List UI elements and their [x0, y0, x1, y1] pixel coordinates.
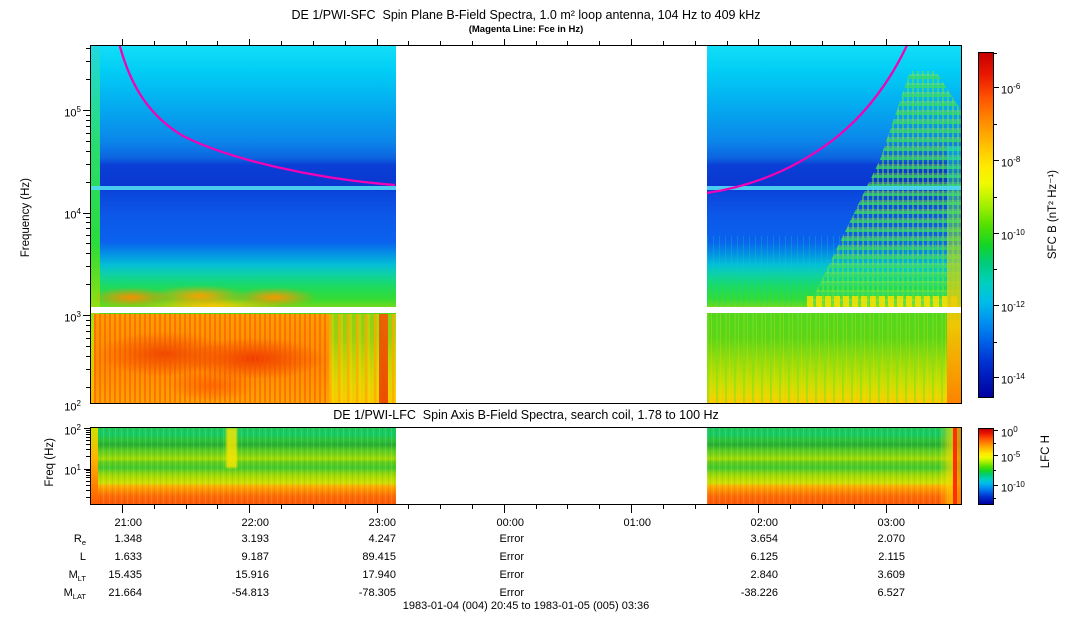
sfc-ytick-1e2: 102: [64, 399, 81, 414]
cyan-band-16khz: [707, 186, 961, 190]
ephemeris-value: 2.070: [877, 533, 905, 545]
red-column: [953, 428, 957, 504]
row-label-mlat: MLAT: [63, 587, 86, 601]
page-title: DE 1/PWI-SFC Spin Plane B-Field Spectra,…: [291, 8, 761, 22]
page-subtitle: (Magenta Line: Fce in Hz): [468, 24, 584, 35]
sfc-cbar-tick-1e-10: 10-10: [1001, 228, 1025, 243]
sfc-yaxis-label: Frequency (Hz): [20, 178, 32, 258]
fce-line-overlay: [118, 46, 908, 195]
emission-blobs: [97, 282, 325, 310]
yellow-band: [807, 296, 957, 308]
lfc-cbar-tick-1e0: 100: [1001, 425, 1018, 440]
row-label-mlt: MLT: [68, 569, 86, 583]
ephemeris-value: -78.305: [358, 587, 396, 599]
ephemeris-value: 89.415: [362, 551, 396, 563]
column-texture: [707, 428, 961, 504]
column-texture: [91, 428, 396, 504]
sfc-colorbar-label: SFC B (nT² Hz⁻¹): [1047, 170, 1059, 260]
ephemeris-value: Error: [499, 533, 524, 545]
ephemeris-value: -54.813: [231, 587, 269, 599]
lfc-data-segment-right: [707, 428, 961, 504]
lfc-colorbar: [978, 428, 994, 505]
row-label-l: L: [79, 551, 86, 563]
ephemeris-value: 17.940: [362, 569, 396, 581]
ephemeris-value: 4.247: [368, 533, 396, 545]
fce-line-left: [118, 46, 396, 187]
ephemeris-value: 2.115: [878, 551, 905, 563]
time-range-caption: 1983-01-04 (004) 20:45 to 1983-01-05 (00…: [402, 600, 650, 612]
row-label-re: Re: [73, 533, 86, 547]
pass-start-stripe: [91, 46, 100, 403]
ephemeris-value: Error: [499, 551, 524, 563]
lfc-data-segment-left: [91, 428, 396, 504]
ephemeris-value: 15.435: [108, 569, 142, 581]
pass-start-stripe: [91, 428, 98, 504]
sfc-ytick-1e5: 105: [64, 105, 81, 120]
ephemeris-value: 2.840: [750, 569, 778, 581]
time-label: 21:00: [114, 517, 142, 529]
lfc-cbar-tick-1e-10: 10-10: [1001, 480, 1025, 495]
lfc-cbar-tick-1e-5: 10-5: [1001, 450, 1021, 465]
spectrogram-lfc: [90, 427, 962, 505]
ephemeris-value: 21.664: [108, 587, 142, 599]
lfc-panel-title: DE 1/PWI-LFC Spin Axis B-Field Spectra, …: [333, 408, 719, 422]
ephemeris-value: 3.193: [241, 533, 269, 545]
time-axis: 21:00 22:00 23:00 00:00 01:00 02:00 03:0…: [0, 517, 1083, 531]
sfc-colorbar: [978, 52, 994, 398]
ephemeris-row-mlat: MLAT 21.664 -54.813 -78.305 Error -38.22…: [0, 587, 1083, 601]
time-label: 00:00: [496, 517, 524, 529]
ephemeris-value: Error: [499, 569, 524, 581]
time-label: 01:00: [623, 517, 651, 529]
low-freq-streaks: [707, 306, 961, 403]
time-label: 03:00: [877, 517, 905, 529]
ephemeris-value: 1.348: [114, 533, 142, 545]
sfc-data-segment-right: [707, 46, 961, 403]
white-gap-1khz: [91, 307, 961, 313]
ephemeris-row-mlt: MLT 15.435 15.916 17.940 Error 2.840 3.6…: [0, 569, 1083, 583]
sfc-cbar-tick-1e-6: 10-6: [1001, 82, 1021, 97]
cyan-band-16khz: [91, 186, 396, 190]
yellow-flare: [226, 428, 237, 468]
lfc-colorbar-label: LFC H: [1040, 435, 1052, 469]
ephemeris-value: 9.187: [241, 551, 269, 563]
sfc-ytick-1e3: 103: [64, 310, 81, 325]
sfc-cbar-tick-1e-14: 10-14: [1001, 372, 1025, 387]
ephemeris-row-re: Re 1.348 3.193 4.247 Error 3.654 2.070: [0, 533, 1083, 547]
red-burst-column: [379, 314, 388, 403]
lfc-ytick-1e2: 102: [64, 423, 81, 438]
ephemeris-value: Error: [499, 587, 524, 599]
lfc-ytick-1e1: 101: [64, 463, 81, 478]
ephemeris-value: 6.527: [877, 587, 905, 599]
ephemeris-value: 6.125: [750, 551, 778, 563]
time-label: 02:00: [750, 517, 778, 529]
ephemeris-value: 15.916: [235, 569, 269, 581]
sfc-ytick-1e4: 104: [64, 207, 81, 222]
pass-end-flare: [939, 428, 961, 504]
ephemeris-value: 1.633: [114, 551, 142, 563]
ephemeris-row-l: L 1.633 9.187 89.415 Error 6.125 2.115: [0, 551, 1083, 565]
sfc-cbar-tick-1e-12: 10-12: [1001, 300, 1025, 315]
fce-line-right: [706, 46, 908, 195]
time-label: 22:00: [241, 517, 269, 529]
pass-end-column: [947, 146, 961, 403]
ephemeris-value: 3.609: [877, 569, 905, 581]
intense-low-freq-emission: [94, 314, 329, 403]
time-label: 23:00: [368, 517, 396, 529]
spectrogram-sfc: [90, 45, 962, 404]
sfc-data-segment-left: [91, 46, 396, 403]
ephemeris-value: -38.226: [740, 587, 778, 599]
ephemeris-value: 3.654: [750, 533, 778, 545]
sfc-cbar-tick-1e-8: 10-8: [1001, 155, 1021, 170]
